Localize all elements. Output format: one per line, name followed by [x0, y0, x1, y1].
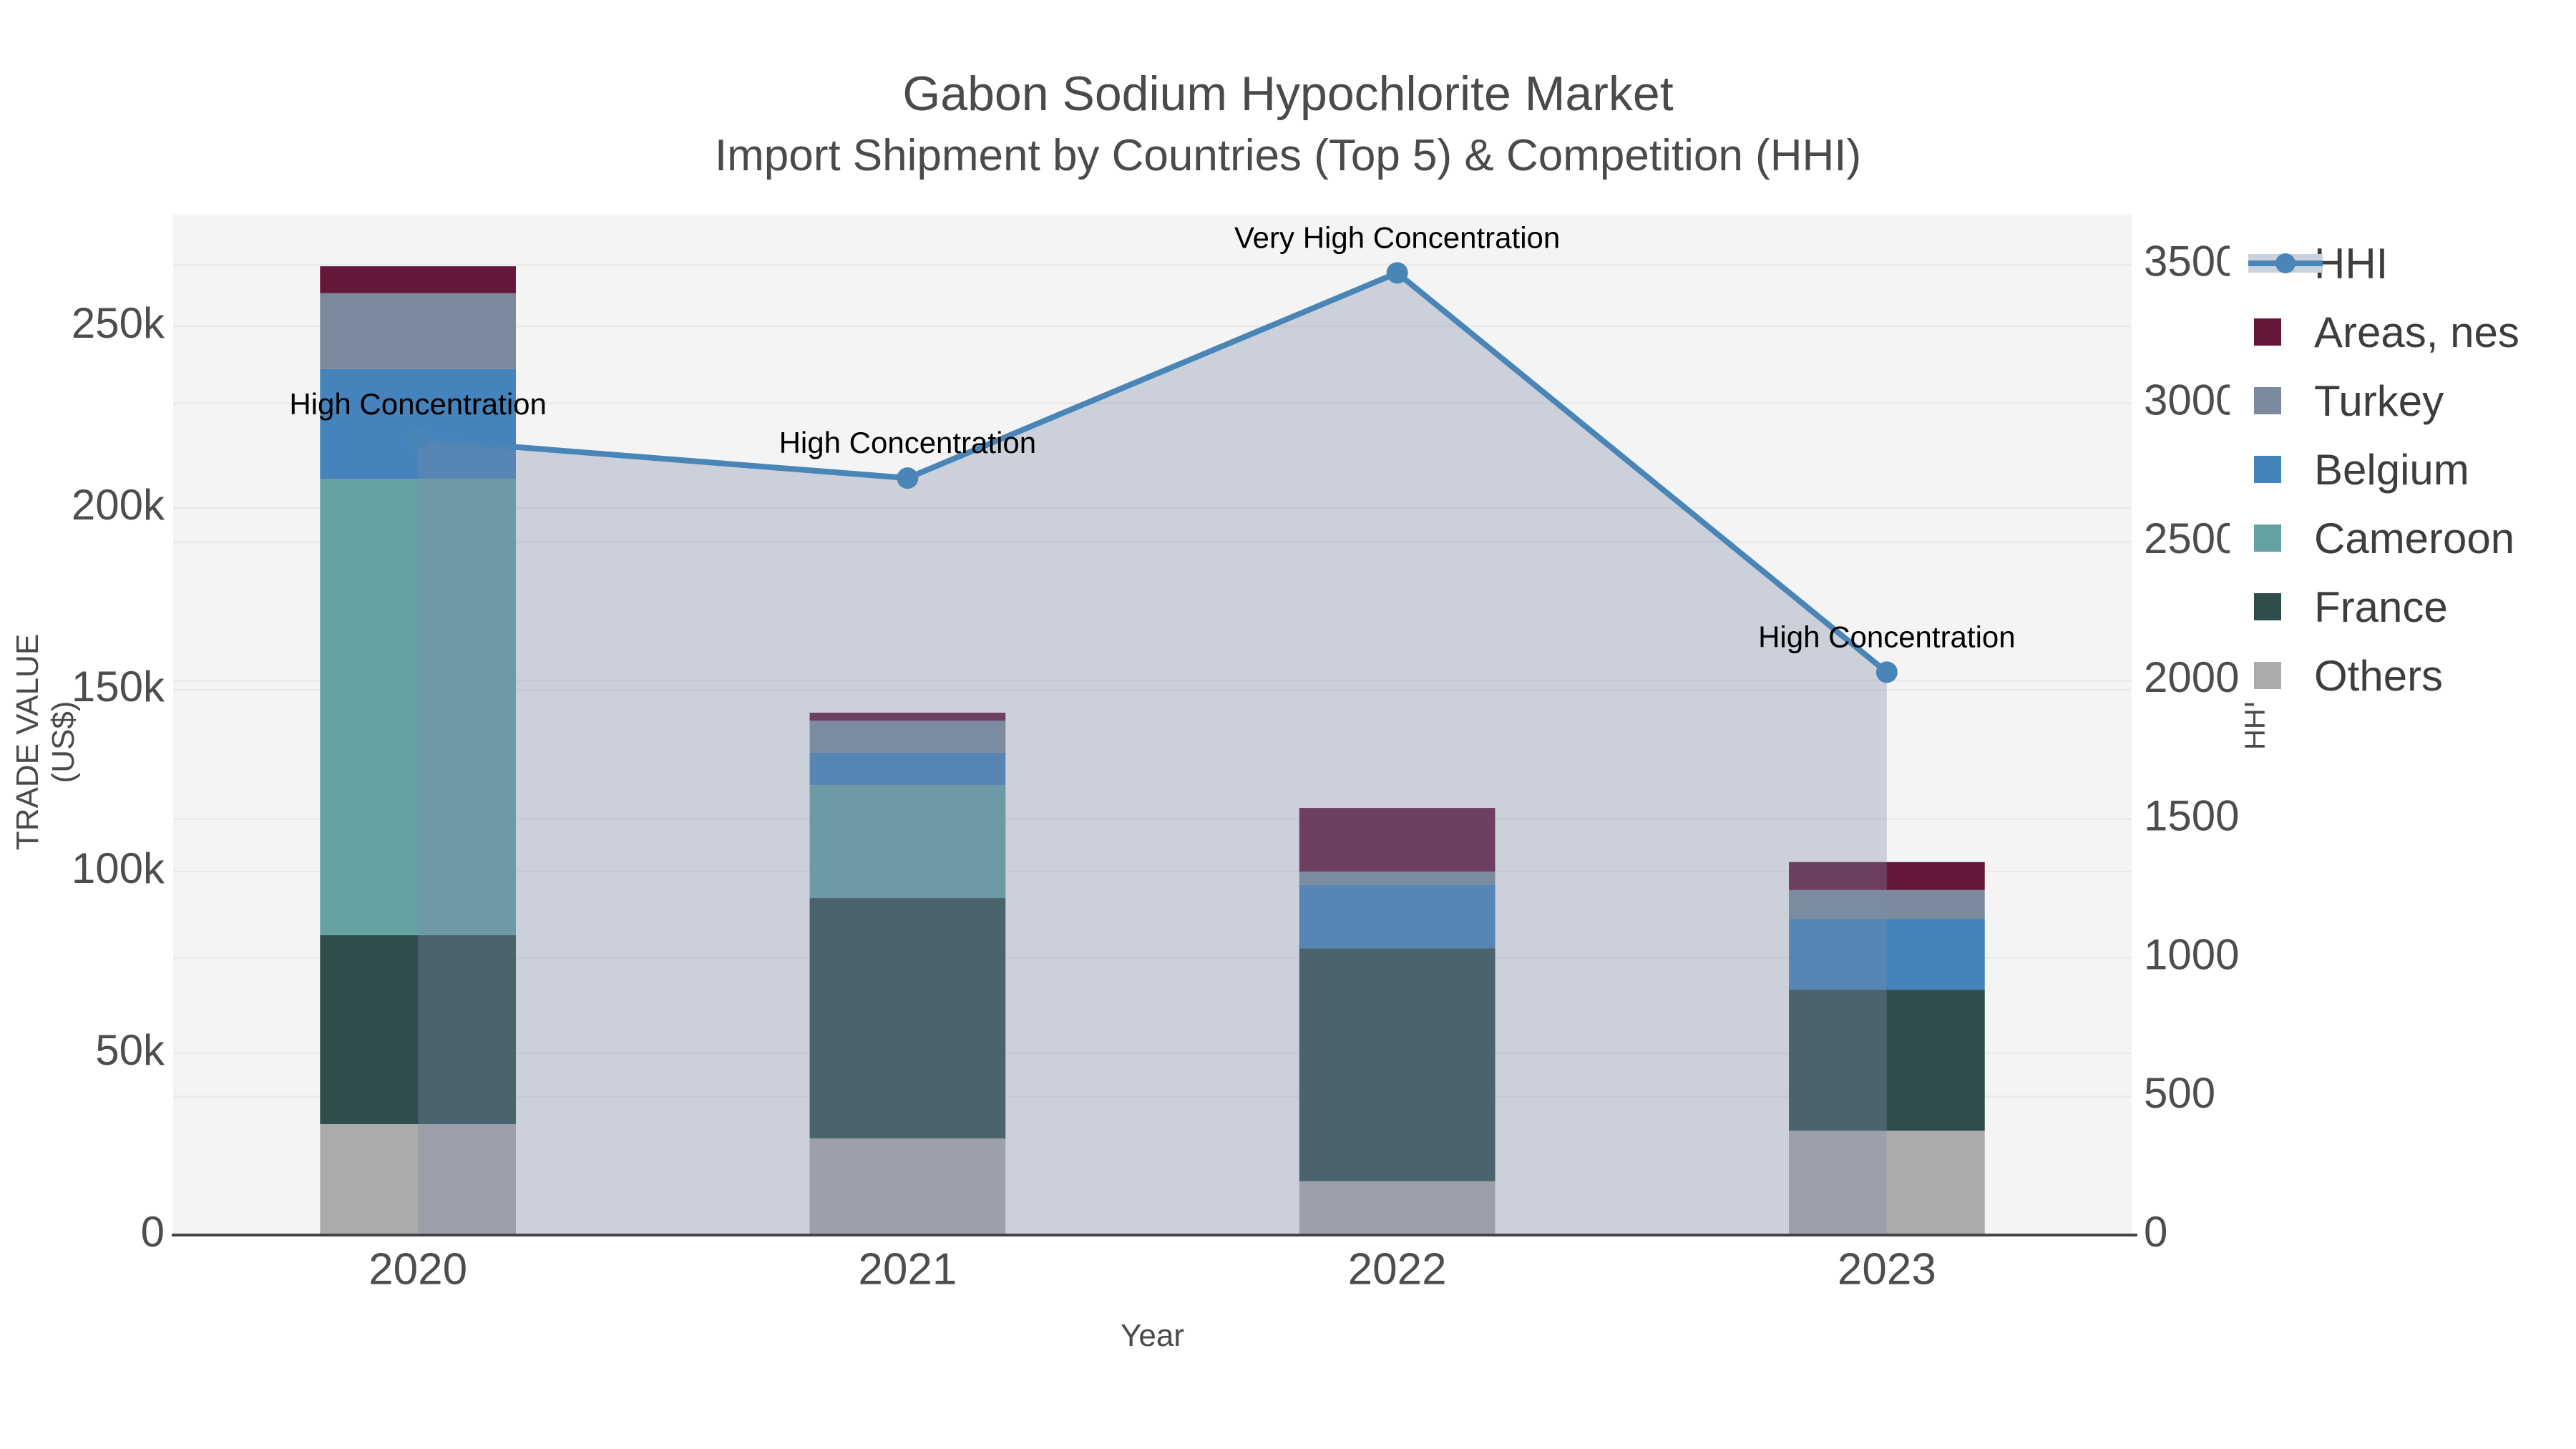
y-right-tick-label: 2000: [2144, 653, 2239, 701]
legend-item-label: Areas, nes: [2314, 308, 2519, 356]
bar-segment-belgium-2022[interactable]: [1299, 884, 1496, 949]
hhi-marker-icon: [2275, 253, 2296, 273]
hhi-marker-2020[interactable]: [407, 428, 429, 450]
y-right-tick-label: 3000: [2144, 376, 2239, 424]
y-left-tick-label: 0: [141, 1208, 165, 1256]
annotation-label: Very High Concentration: [1234, 220, 1560, 254]
y-right-tick-label: 3500: [2144, 238, 2239, 286]
bar-segment-belgium-2023[interactable]: [1789, 919, 1985, 990]
annotation-label: High Concentration: [779, 426, 1037, 459]
bar-segment-areas-nes-2023[interactable]: [1789, 862, 1985, 890]
y-right-tick-label: 500: [2144, 1069, 2215, 1117]
color-swatch-icon: [2254, 593, 2281, 620]
y-right-tick-label: 1000: [2144, 930, 2239, 978]
bar-segment-cameroon-2020[interactable]: [320, 479, 516, 935]
hhi-area: [418, 273, 1887, 1235]
legend-item-label: Others: [2314, 651, 2444, 700]
bar-segment-areas-nes-2021[interactable]: [809, 712, 1006, 721]
y-left-axis-title: TRADE VALUE (US$): [10, 633, 81, 851]
bar-segment-belgium-2021[interactable]: [809, 752, 1006, 786]
hhi-marker-2022[interactable]: [1386, 262, 1408, 284]
legend-swatch-icon: [2254, 525, 2313, 552]
chart-title: Gabon Sodium Hypochlorite Market: [902, 67, 1674, 121]
legend-item-turkey[interactable]: Turkey: [2254, 366, 2519, 435]
legend-item-areas-nes[interactable]: Areas, nes: [2254, 298, 2519, 366]
y-left-tick-label: 150k: [72, 663, 165, 711]
bar-segment-others-2022[interactable]: [1299, 1181, 1496, 1235]
bar-segment-areas-nes-2022[interactable]: [1299, 808, 1496, 872]
hhi-marker-2021[interactable]: [897, 467, 919, 489]
color-swatch-icon: [2254, 525, 2281, 552]
y-left-tick-label: 50k: [95, 1026, 165, 1074]
bar-segment-france-2022[interactable]: [1299, 948, 1496, 1181]
annotation-label: High Concentration: [289, 387, 547, 421]
x-tick-label: 2022: [1348, 1244, 1447, 1294]
x-axis-title: Year: [1121, 1318, 1184, 1353]
annotation-label: High Concentration: [1758, 620, 2016, 653]
legend-item-label: France: [2314, 582, 2448, 631]
x-tick-label: 2020: [369, 1244, 467, 1294]
legend-item-label: Turkey: [2314, 376, 2444, 425]
legend-item-label: Belgium: [2314, 445, 2469, 494]
hhi-line-legend-icon: [2248, 253, 2323, 273]
y-left-tick-label: 100k: [72, 844, 165, 892]
y-right-tick-label: 0: [2144, 1208, 2167, 1256]
legend-item-label: Cameroon: [2314, 514, 2515, 562]
bar-segment-areas-nes-2020[interactable]: [320, 266, 516, 293]
legend: HHI Areas, nes Turkey Belgium Cameroon France…: [2248, 229, 2519, 710]
color-swatch-icon: [2254, 318, 2281, 346]
bar-segment-france-2023[interactable]: [1789, 990, 1985, 1131]
legend-item-hhi[interactable]: HHI: [2248, 229, 2519, 298]
bar-segment-turkey-2023[interactable]: [1789, 889, 1985, 919]
bar-segment-france-2021[interactable]: [809, 898, 1006, 1138]
y-right-tick-label: 2500: [2144, 514, 2239, 562]
legend-item-others[interactable]: Others: [2254, 641, 2519, 710]
legend-item-label: HHI: [2314, 239, 2389, 288]
y-right-tick-label: 1500: [2144, 792, 2239, 840]
y-left-tick-label: 200k: [72, 481, 165, 529]
bar-segment-others-2021[interactable]: [809, 1138, 1006, 1235]
bar-segment-others-2023[interactable]: [1789, 1131, 1985, 1235]
bar-segment-others-2020[interactable]: [320, 1124, 516, 1235]
hhi-marker-2023[interactable]: [1875, 661, 1898, 683]
x-tick-label: 2021: [858, 1244, 957, 1294]
legend-item-france[interactable]: France: [2254, 572, 2519, 641]
color-swatch-icon: [2254, 387, 2281, 414]
legend-swatch-icon: [2254, 662, 2313, 689]
legend-swatch-icon: [2254, 593, 2313, 620]
bar-segment-turkey-2021[interactable]: [809, 721, 1006, 753]
legend-swatch-icon: [2254, 456, 2313, 483]
bar-segment-france-2020[interactable]: [320, 935, 516, 1125]
x-tick-label: 2023: [1838, 1244, 1936, 1294]
bar-segment-cameroon-2021[interactable]: [809, 785, 1006, 899]
legend-item-belgium[interactable]: Belgium: [2254, 435, 2519, 504]
legend-swatch-icon: [2254, 387, 2313, 414]
chart-subtitle: Import Shipment by Countries (Top 5) & C…: [714, 131, 1862, 180]
bar-segment-turkey-2020[interactable]: [320, 293, 516, 369]
hhi-line[interactable]: [417, 269, 1889, 675]
hhi-band-icon: [2248, 253, 2323, 273]
legend-swatch-icon: [2254, 318, 2313, 346]
bar-segment-belgium-2020[interactable]: [320, 369, 516, 479]
legend-item-cameroon[interactable]: Cameroon: [2254, 504, 2519, 572]
y-left-tick-label: 250k: [72, 299, 165, 347]
bar-segment-turkey-2022[interactable]: [1299, 871, 1496, 885]
color-swatch-icon: [2254, 456, 2281, 483]
color-swatch-icon: [2254, 662, 2281, 689]
